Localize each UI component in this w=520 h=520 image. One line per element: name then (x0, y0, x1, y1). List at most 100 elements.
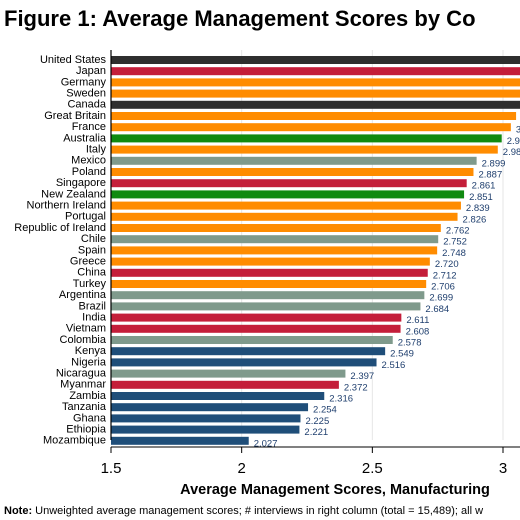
y-tick-label: Vietnam (66, 323, 106, 335)
value-label: 3.030 (516, 125, 520, 136)
bar (111, 246, 438, 255)
bar (111, 324, 401, 333)
value-label: 2.578 (398, 338, 422, 349)
bar (111, 89, 520, 98)
value-label: 2.706 (431, 282, 455, 293)
value-label: 2.887 (478, 170, 502, 181)
y-tick-label: India (82, 312, 107, 324)
value-label: 2.899 (482, 158, 506, 169)
y-tick-label: Zambia (69, 390, 107, 402)
y-tick-label: New Zealand (41, 188, 106, 200)
y-tick-label: Ethiopia (66, 424, 107, 436)
value-label: 2.608 (406, 326, 430, 337)
bar (111, 280, 427, 288)
y-tick-label: Sweden (66, 88, 106, 100)
bar (111, 224, 441, 232)
y-tick-label: Brazil (78, 300, 106, 312)
y-tick-label: Myanmar (60, 379, 106, 391)
note-text: Unweighted average management scores; # … (35, 505, 483, 517)
y-tick-label: Spain (78, 244, 106, 256)
chart-title: Figure 1: Average Management Scores by C… (4, 6, 476, 31)
note: Note: Unweighted average management scor… (4, 505, 483, 517)
x-tick-label: 3 (499, 460, 507, 477)
y-tick-label: Portugal (65, 211, 106, 223)
bar (111, 134, 502, 143)
value-label: 2.712 (433, 270, 457, 281)
value-label: 2.397 (350, 371, 374, 382)
value-label: 2.995 (507, 136, 520, 147)
bar (111, 336, 393, 344)
value-label: 2.826 (463, 214, 487, 225)
bar (111, 425, 300, 434)
value-label: 2.254 (313, 405, 337, 416)
y-tick-label: Canada (67, 99, 106, 111)
note-label: Note: (4, 505, 32, 517)
bar (111, 56, 520, 64)
bar (111, 291, 425, 300)
bar (111, 190, 465, 199)
y-tick-label: Italy (86, 144, 107, 156)
bar (111, 168, 474, 176)
y-tick-label: Turkey (73, 278, 107, 290)
x-tick-label: 2.5 (362, 460, 383, 477)
bar (111, 380, 339, 389)
bar (111, 369, 346, 378)
x-tick-label: 2 (237, 460, 245, 477)
bar (111, 201, 461, 210)
bar (111, 212, 458, 221)
value-label: 2.516 (382, 360, 406, 371)
bar (111, 156, 477, 165)
bar (111, 179, 467, 188)
bar (111, 313, 402, 322)
y-tick-label: Australia (63, 132, 107, 144)
y-tick-label: United States (40, 54, 107, 66)
bar (111, 145, 498, 154)
value-label: 2.980 (503, 147, 520, 158)
value-label: 2.752 (443, 237, 467, 248)
y-tick-label: France (72, 121, 106, 133)
y-tick-label: Singapore (56, 177, 106, 189)
bar (111, 100, 520, 109)
bar (111, 268, 428, 277)
bar (111, 67, 520, 76)
value-label: 2.851 (469, 192, 493, 203)
y-tick-label: Ghana (73, 412, 107, 424)
y-tick-label: Argentina (59, 289, 107, 301)
y-tick-label: Mexico (71, 155, 106, 167)
value-label: 2.684 (425, 304, 449, 315)
y-tick-label: Nigeria (71, 356, 107, 368)
value-label: 2.699 (429, 293, 453, 304)
y-tick-label: Greece (70, 256, 106, 268)
bar (111, 347, 386, 356)
x-axis-label: Average Management Scores, Manufacturing (180, 482, 490, 498)
y-tick-label: Mozambique (43, 435, 106, 447)
value-label: 2.720 (435, 259, 459, 270)
value-label: 2.839 (466, 203, 490, 214)
bar (111, 235, 439, 244)
bar (111, 257, 430, 266)
value-label: 2.611 (406, 315, 429, 326)
x-tick-label: 1.5 (101, 460, 122, 477)
bar (111, 78, 520, 87)
bar (111, 358, 377, 367)
value-label: 2.861 (472, 181, 496, 192)
value-label: 2.221 (304, 427, 328, 438)
value-label: 2.549 (390, 349, 414, 360)
y-tick-label: Great Britain (44, 110, 106, 122)
y-tick-label: Kenya (75, 345, 107, 357)
y-tick-label: Northern Ireland (27, 200, 107, 212)
y-tick-label: Nicaragua (56, 368, 107, 380)
bar (111, 123, 511, 132)
y-tick-label: Poland (72, 166, 106, 178)
bar (111, 414, 301, 423)
y-tick-label: Japan (76, 65, 106, 77)
bar (111, 112, 517, 120)
value-label: 2.225 (305, 416, 329, 427)
value-label: 2.748 (442, 248, 466, 259)
bar (111, 392, 325, 400)
value-label: 2.316 (329, 394, 353, 405)
value-label: 2.372 (344, 382, 368, 393)
bar (111, 436, 249, 445)
bar (111, 302, 421, 311)
